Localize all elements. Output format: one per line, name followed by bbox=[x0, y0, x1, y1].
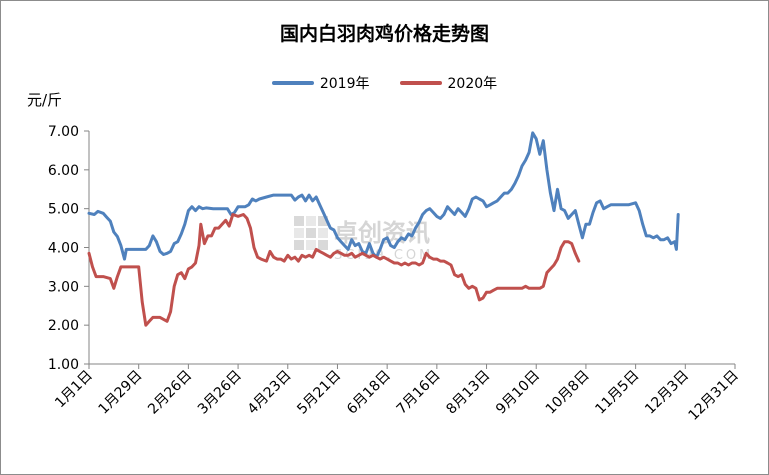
legend-item-2020: 2020年 bbox=[399, 73, 498, 93]
x-tick-label: 11月5日 bbox=[592, 368, 642, 418]
x-tick-label: 12月31日 bbox=[686, 368, 742, 424]
watermark-grid-icon bbox=[294, 216, 328, 250]
chart-title: 国内白羽肉鸡价格走势图 bbox=[279, 23, 489, 45]
legend-item-2019: 2019年 bbox=[271, 73, 370, 93]
y-tick-label: 1.00 bbox=[48, 357, 79, 373]
x-tick-label: 10月8日 bbox=[543, 368, 593, 418]
x-tick-label: 7月16日 bbox=[394, 368, 444, 418]
x-tick-label: 2月26日 bbox=[145, 368, 195, 418]
x-tick-label: 12月3日 bbox=[642, 368, 692, 418]
y-tick-label: 3.00 bbox=[48, 279, 79, 295]
y-tick-label: 2.00 bbox=[48, 318, 79, 334]
legend-line-2019 bbox=[271, 81, 314, 85]
y-tick-label: 7.00 bbox=[48, 124, 79, 140]
x-tick-label: 6月18日 bbox=[344, 368, 394, 418]
y-tick-label: 6.00 bbox=[48, 163, 79, 179]
watermark-text-en: SCI99.COM bbox=[334, 248, 433, 263]
legend-label-2019: 2019年 bbox=[319, 76, 370, 92]
x-tick-label: 5月21日 bbox=[294, 368, 344, 418]
chart-legend: 2019年 2020年 bbox=[1, 73, 768, 93]
series-line-2019 bbox=[87, 131, 680, 261]
legend-line-2020 bbox=[399, 81, 442, 85]
x-tick-label: 1月29日 bbox=[96, 368, 146, 418]
series-line-2020 bbox=[87, 213, 581, 327]
x-tick-label: 3月26日 bbox=[195, 368, 245, 418]
y-tick-label: 4.00 bbox=[48, 241, 79, 257]
legend-label-2020: 2020年 bbox=[447, 76, 498, 92]
x-tick-label: 9月10日 bbox=[493, 368, 543, 418]
x-tick-label: 8月13日 bbox=[443, 368, 493, 418]
x-tick-label: 4月23日 bbox=[245, 368, 295, 418]
y-tick-label: 5.00 bbox=[48, 202, 79, 218]
x-tick-label: 1月1日 bbox=[52, 368, 96, 412]
y-unit-label: 元/斤 bbox=[27, 91, 63, 109]
